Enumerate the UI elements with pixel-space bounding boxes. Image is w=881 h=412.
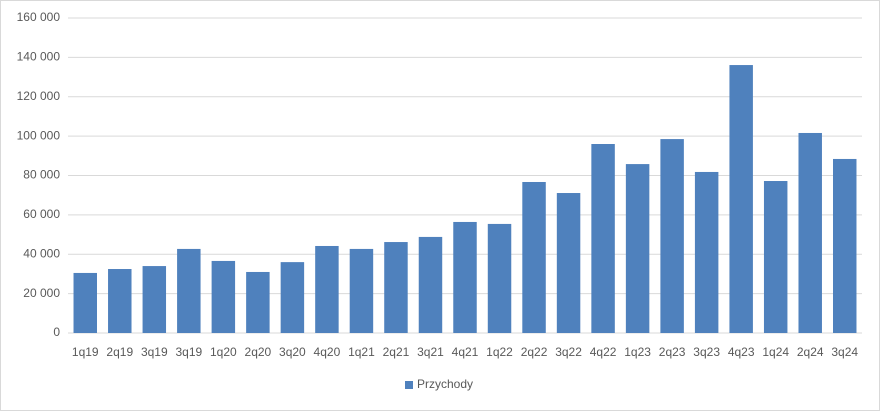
bar bbox=[108, 269, 132, 333]
x-tick-label: 3q21 bbox=[417, 345, 444, 359]
bar bbox=[142, 266, 167, 333]
bar bbox=[660, 139, 684, 333]
bar bbox=[349, 248, 374, 333]
x-tick-label: 4q20 bbox=[314, 345, 341, 359]
y-tick-label: 160 000 bbox=[17, 10, 61, 24]
y-tick-label: 80 000 bbox=[23, 168, 60, 182]
x-tick-label: 3q24 bbox=[831, 345, 858, 359]
y-tick-label: 140 000 bbox=[17, 50, 61, 64]
bar bbox=[384, 242, 408, 333]
bar bbox=[246, 271, 270, 333]
bar bbox=[798, 132, 822, 333]
x-tick-label: 1q21 bbox=[348, 345, 375, 359]
bar bbox=[833, 158, 857, 333]
x-tick-label: 3q20 bbox=[279, 345, 306, 359]
y-tick-label: 120 000 bbox=[17, 89, 61, 103]
bar bbox=[625, 164, 650, 333]
y-tick-label: 20 000 bbox=[23, 286, 60, 300]
x-tick-label: 2q22 bbox=[521, 345, 548, 359]
x-tick-label: 1q20 bbox=[210, 345, 237, 359]
bar bbox=[763, 181, 788, 333]
y-tick-label: 0 bbox=[53, 325, 60, 339]
x-tick-label: 1q19 bbox=[72, 345, 99, 359]
x-tick-label: 3q19 bbox=[175, 345, 202, 359]
x-tick-label: 2q23 bbox=[659, 345, 686, 359]
bar bbox=[211, 260, 236, 333]
bar bbox=[315, 245, 339, 333]
x-tick-label: 2q21 bbox=[383, 345, 410, 359]
legend-label: Przychody bbox=[417, 377, 473, 391]
x-tick-label: 4q23 bbox=[728, 345, 755, 359]
bar bbox=[177, 248, 201, 333]
bar bbox=[73, 272, 97, 333]
y-tick-label: 60 000 bbox=[23, 207, 60, 221]
x-tick-label: 2q19 bbox=[106, 345, 133, 359]
y-tick-label: 100 000 bbox=[17, 128, 61, 142]
x-tick-label: 1q22 bbox=[486, 345, 513, 359]
x-tick-label: 3q23 bbox=[693, 345, 720, 359]
x-tick-label: 3q22 bbox=[555, 345, 582, 359]
bar bbox=[522, 181, 546, 333]
legend-swatch bbox=[405, 381, 413, 389]
bar bbox=[729, 65, 753, 333]
x-tick-label: 4q22 bbox=[590, 345, 617, 359]
x-tick-label: 3q19 bbox=[141, 345, 168, 359]
x-tick-label: 4q21 bbox=[452, 345, 479, 359]
bar bbox=[418, 236, 443, 333]
x-tick-label: 1q24 bbox=[762, 345, 789, 359]
bar bbox=[591, 144, 615, 333]
x-tick-label: 2q20 bbox=[245, 345, 272, 359]
bar bbox=[694, 171, 719, 333]
bar bbox=[280, 262, 305, 333]
bar bbox=[556, 193, 581, 333]
x-tick-label: 1q23 bbox=[624, 345, 651, 359]
bar bbox=[453, 221, 477, 333]
y-tick-label: 40 000 bbox=[23, 246, 60, 260]
bar bbox=[487, 223, 512, 333]
x-tick-label: 2q24 bbox=[797, 345, 824, 359]
